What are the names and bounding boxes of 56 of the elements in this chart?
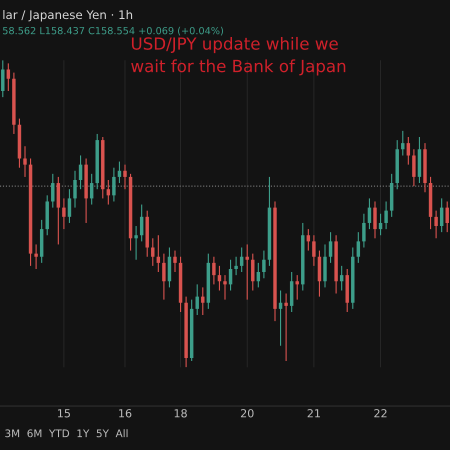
candlestick: [356, 232, 360, 264]
candlestick: [140, 204, 144, 242]
candlestick: [284, 292, 288, 362]
candlestick: [1, 60, 4, 98]
x-tick-label: 18: [174, 409, 187, 418]
candlestick: [218, 265, 222, 292]
candlestick: [296, 274, 299, 300]
candlestick: [90, 173, 94, 206]
candlestick: [134, 225, 138, 260]
candlestick: [412, 148, 416, 187]
candlestick: [234, 256, 238, 276]
text: 3M 6M YTD 1Y 5Y All: [5, 429, 128, 438]
x-tick-label: 16: [119, 409, 132, 418]
candlestick: [156, 234, 160, 273]
x-tick-label: 21: [308, 409, 320, 418]
candlestick: [256, 262, 260, 288]
x-tick-label: 20: [240, 409, 254, 418]
candlestick: [162, 253, 166, 300]
candlestick: [340, 265, 344, 292]
candlestick: [251, 253, 254, 292]
candlestick: [434, 210, 438, 239]
candlestick: [362, 213, 366, 248]
candlestick: [262, 250, 266, 279]
candlestick: [173, 250, 177, 273]
candlestick: [201, 286, 204, 316]
x-tick-label: 15: [58, 409, 70, 418]
candlestick: [68, 188, 72, 224]
candlestick: [312, 234, 316, 266]
candlestick: [34, 244, 38, 270]
candlestick: [212, 256, 216, 285]
annotation: USD/JPY update while we wait for the Bank of Japan: [131, 36, 346, 76]
x-tick-label: 22: [374, 409, 387, 418]
candlestick: [112, 167, 116, 202]
text: 58.562 L158.437 C158.554 +0.069 (+0.04%): [3, 26, 224, 36]
candlestick: [6, 62, 10, 92]
candlestick: [196, 284, 199, 316]
candlestick: [328, 232, 332, 264]
candlestick: [368, 198, 372, 230]
chart-title: lar / Japanese Yen · 1h: [3, 10, 132, 22]
candlestick: [401, 130, 404, 156]
candlestick: [440, 198, 444, 233]
candlestick: [51, 173, 54, 208]
candlestick: [151, 238, 154, 266]
candlestick: [446, 200, 449, 233]
candlestick: [62, 198, 66, 230]
candlestick: [78, 154, 82, 190]
candlestick: [384, 200, 388, 230]
candlestick: [278, 290, 282, 346]
candlestick: [246, 244, 249, 300]
candlestick: [306, 228, 310, 252]
candlestick: [118, 161, 122, 184]
candlestick: [378, 213, 382, 236]
candlestick: [106, 179, 110, 206]
candlestick: [406, 136, 410, 166]
candlestick: [240, 246, 244, 273]
candlestick: [228, 259, 232, 292]
